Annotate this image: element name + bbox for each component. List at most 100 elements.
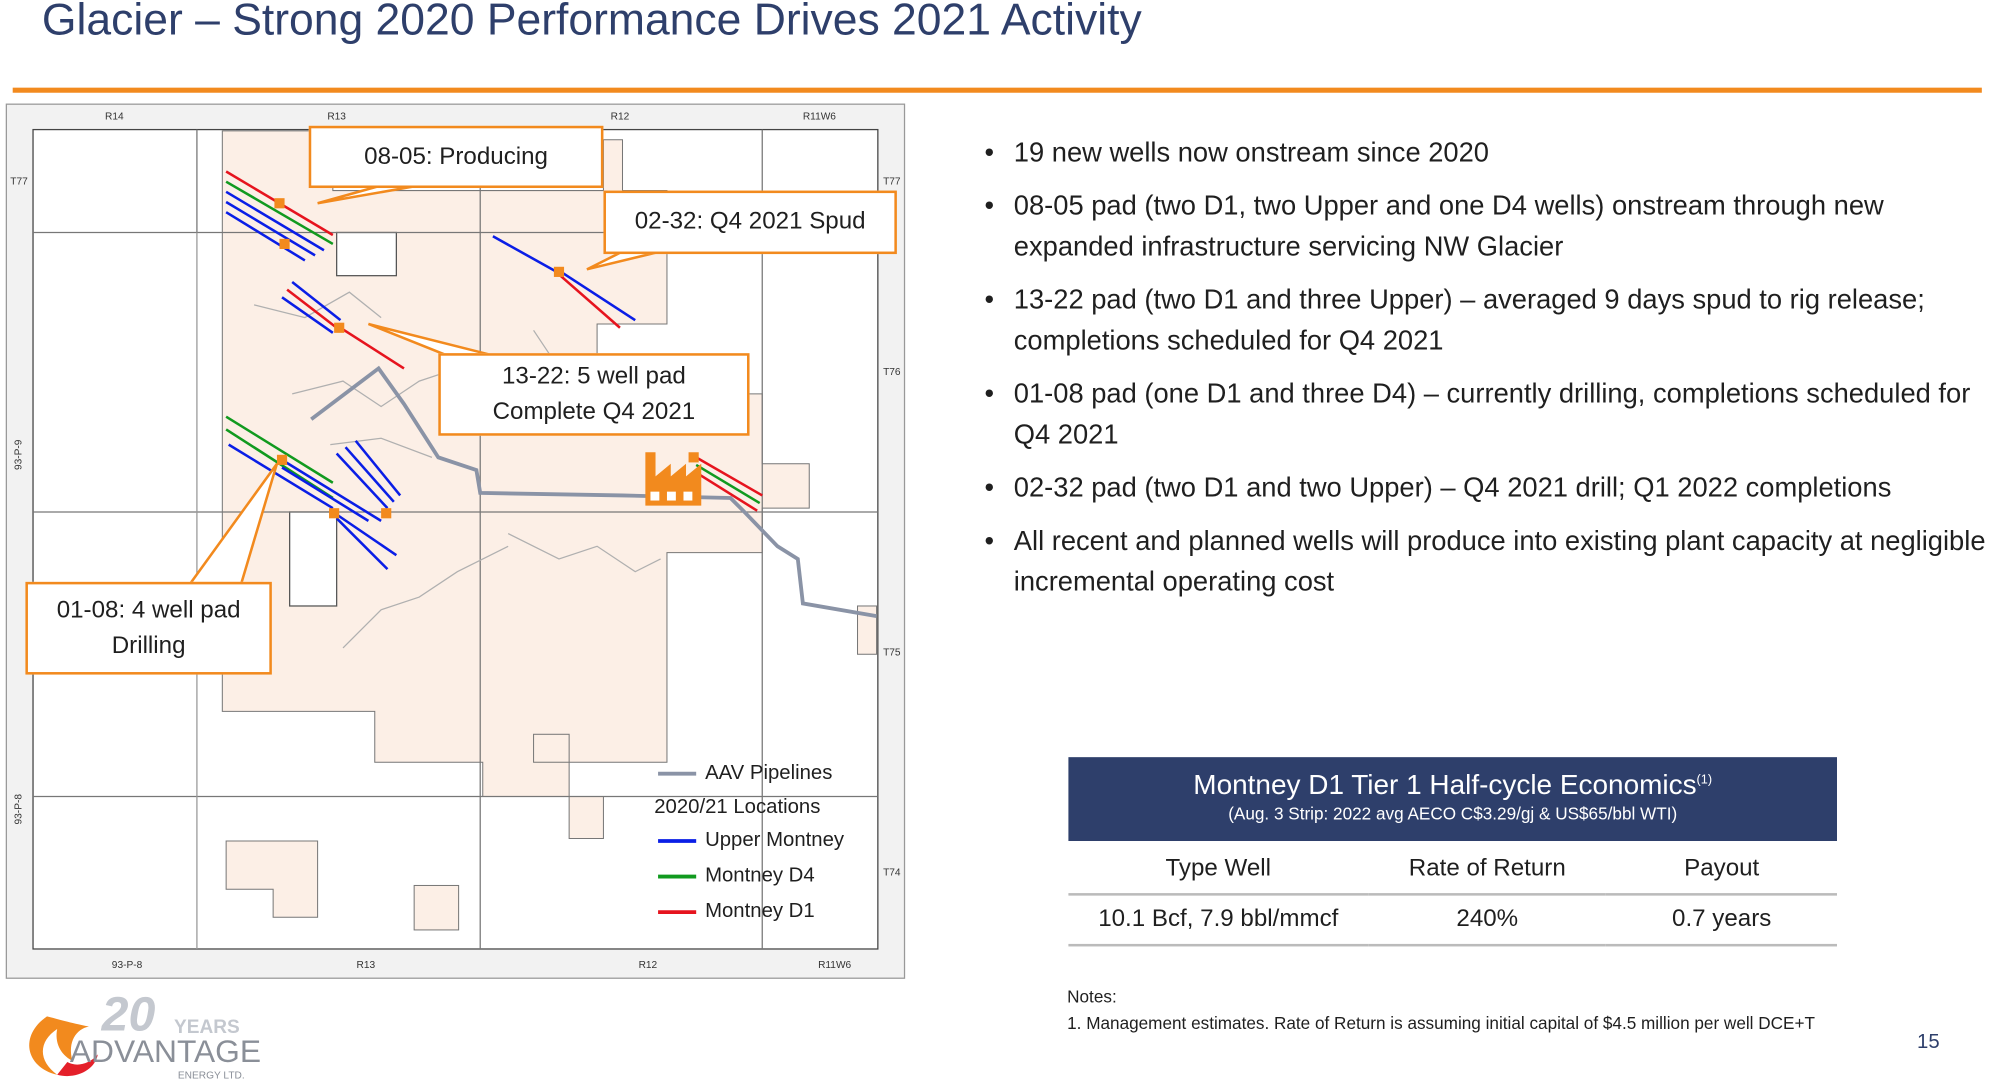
roads <box>253 291 661 649</box>
land-parcel <box>413 884 460 931</box>
table-subtitle: (Aug. 3 Strip: 2022 avg AECO C$3.29/gj &… <box>1228 804 1678 824</box>
well-path <box>225 415 334 484</box>
legend-label: Montney D4 <box>705 865 815 887</box>
table-cell: 10.1 Bcf, 7.9 bbl/mmcf <box>1098 905 1339 933</box>
well-pad <box>553 266 565 277</box>
table-title: Montney D1 Tier 1 Half-cycle Economics <box>1193 768 1697 801</box>
bullet-list: 19 new wells now onstream since 2020 08-0… <box>985 132 1989 615</box>
logo-name: ADVANTAGE <box>69 1034 262 1070</box>
table-title-note: (1) <box>1696 773 1713 788</box>
grid-label: 93-P-8 <box>112 960 143 971</box>
well-path <box>695 456 763 497</box>
well-path <box>286 288 338 329</box>
logo-flame <box>29 1016 89 1075</box>
slide-title: Glacier – Strong 2020 Performance Drives… <box>41 0 1142 45</box>
grid-label: T77 <box>10 176 28 187</box>
factory-window <box>683 491 693 501</box>
table-cell: 240% <box>1456 905 1519 933</box>
grid-label: T75 <box>883 648 901 659</box>
well-path <box>281 296 334 334</box>
well-path <box>281 466 370 522</box>
grid-label: R12 <box>611 112 630 123</box>
table-row: 10.1 Bcf, 7.9 bbl/mmcf 240% 0.7 years <box>1068 894 1837 946</box>
well-pad <box>279 238 290 249</box>
logo-years-word: YEARS <box>174 1016 240 1038</box>
logo-flame <box>57 1054 98 1077</box>
legend-keys <box>658 771 697 915</box>
factory-window <box>666 491 676 501</box>
grid-label: 93-P-8 <box>14 794 25 825</box>
well-path <box>228 443 334 510</box>
well-path <box>339 326 405 370</box>
bullet: All recent and planned wells will produc… <box>985 521 1989 602</box>
grid-label: T76 <box>883 367 901 378</box>
grid-label: R12 <box>639 960 658 971</box>
page-number: 15 <box>1917 1031 1940 1054</box>
road <box>330 437 433 458</box>
well-pad <box>276 454 288 465</box>
grid-label: R13 <box>327 112 346 123</box>
well-path <box>225 200 316 257</box>
well-pad <box>688 452 699 463</box>
road <box>507 532 661 573</box>
title-rule <box>12 87 1982 93</box>
note: 1. Management estimates. Rate of Return … <box>1067 1013 1815 1033</box>
well-pad <box>381 508 392 519</box>
column-header: Rate of Return <box>1408 854 1566 882</box>
well-path <box>335 517 389 571</box>
well-pad <box>329 508 340 519</box>
road <box>292 367 458 408</box>
bullet: 02-32 pad (two D1 and two Upper) – Q4 20… <box>985 468 1989 509</box>
land-parcel <box>533 733 570 763</box>
well-path <box>558 273 621 329</box>
callout: 01-08: 4 well pad Drilling <box>25 581 272 675</box>
grid-label: T74 <box>883 867 901 878</box>
road <box>342 545 509 649</box>
well-path <box>225 190 325 252</box>
logo-subtitle: ENERGY LTD. <box>177 1069 245 1082</box>
notes-heading: Notes: <box>1067 987 1117 1007</box>
well-path <box>558 269 636 322</box>
logo-years-number: 20 <box>101 988 156 1042</box>
legend-title: 2020/21 Locations <box>654 796 821 819</box>
well-path <box>492 235 560 275</box>
land-parcel <box>857 605 878 655</box>
table-header-row: Type Well Rate of Return Payout <box>1068 844 1837 895</box>
grid-labels: R14 R13 R12 R11W6 93-P-8 R13 R12 R11W6 T77 93-P-9… <box>10 112 901 972</box>
grid-label: R11W6 <box>803 112 836 123</box>
well-pad <box>274 198 285 209</box>
well-path <box>335 513 398 557</box>
table-cell: 0.7 years <box>1672 905 1772 933</box>
well-path <box>344 446 395 503</box>
well-pad <box>334 322 345 333</box>
grid-label: R14 <box>105 112 124 123</box>
callout: 02-32: Q4 2021 Spud <box>603 190 897 255</box>
legend-label: AAV Pipelines <box>705 762 833 784</box>
bullet: 19 new wells now onstream since 2020 <box>985 132 1989 173</box>
callout: 08-05: Producing <box>308 125 604 189</box>
logo-mark <box>29 1016 98 1077</box>
hole <box>289 511 338 607</box>
grid-label: R11W6 <box>818 960 851 971</box>
wells <box>225 170 763 571</box>
factory-window <box>650 491 660 501</box>
well-path <box>225 211 306 262</box>
road <box>253 291 382 319</box>
holes <box>289 231 398 607</box>
column-header: Type Well <box>1165 854 1272 882</box>
callout: 13-22: 5 well pad Complete Q4 2021 <box>438 353 750 436</box>
well-path <box>335 452 389 510</box>
well-path <box>354 440 402 497</box>
grid-label: 93-P-9 <box>14 439 25 470</box>
well-path <box>695 463 761 505</box>
bullet: 08-05 pad (two D1, two Upper and one D4 … <box>985 185 1989 266</box>
notes: 1. Management estimates. Rate of Return … <box>1067 1014 1829 1034</box>
bullet: 13-22 pad (two D1 and three Upper) – ave… <box>985 279 1989 360</box>
bullet: 01-08 pad (one D1 and three D4) – curren… <box>985 373 1989 454</box>
well-path <box>281 458 382 522</box>
legend-label: Montney D1 <box>705 900 815 923</box>
table: Type Well Rate of Return Payout 10.1 Bcf, 7… <box>1068 844 1837 947</box>
well-path <box>225 180 334 246</box>
